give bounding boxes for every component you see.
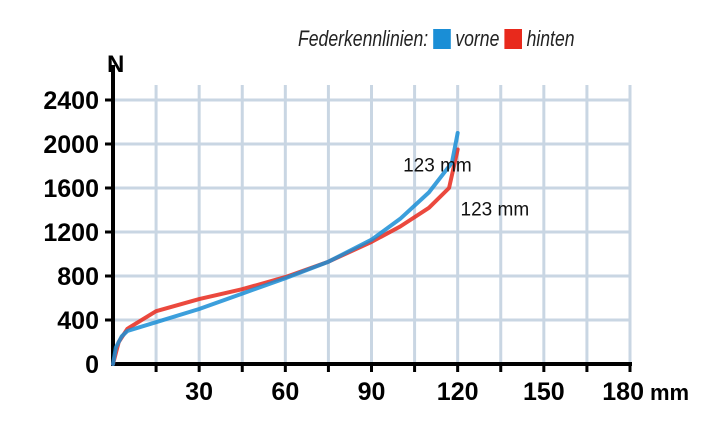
y-tick-label: 1600	[43, 175, 99, 203]
legend-swatch-vorne	[432, 29, 451, 49]
y-tick-label: 2000	[43, 131, 99, 159]
y-axis-label: N	[107, 51, 124, 78]
series-line-vorne	[111, 131, 460, 366]
annotation: 123 mm	[461, 200, 530, 221]
x-tick-label: 180	[602, 378, 644, 406]
x-tick-label: 30	[185, 378, 213, 406]
legend: Federkennlinien: vorne hinten	[298, 26, 575, 52]
legend-title: Federkennlinien:	[298, 26, 429, 51]
x-tick-label: 60	[271, 378, 299, 406]
y-tick-label: 2400	[43, 87, 99, 115]
y-tick-label: 800	[57, 263, 99, 291]
y-tick-label: 0	[85, 351, 99, 379]
x-axis-label: mm	[650, 380, 689, 405]
y-tick-label: 1200	[43, 219, 99, 247]
x-tick-label: 120	[437, 378, 479, 406]
y-tick-label: 400	[57, 307, 99, 335]
x-tick-label: 150	[523, 378, 565, 406]
annotation: 123 mm	[403, 156, 472, 177]
legend-label-hinten: hinten	[526, 26, 575, 51]
legend-swatch-hinten	[504, 29, 522, 49]
legend-label-vorne: vorne	[455, 26, 500, 51]
x-tick-label: 90	[358, 378, 386, 406]
